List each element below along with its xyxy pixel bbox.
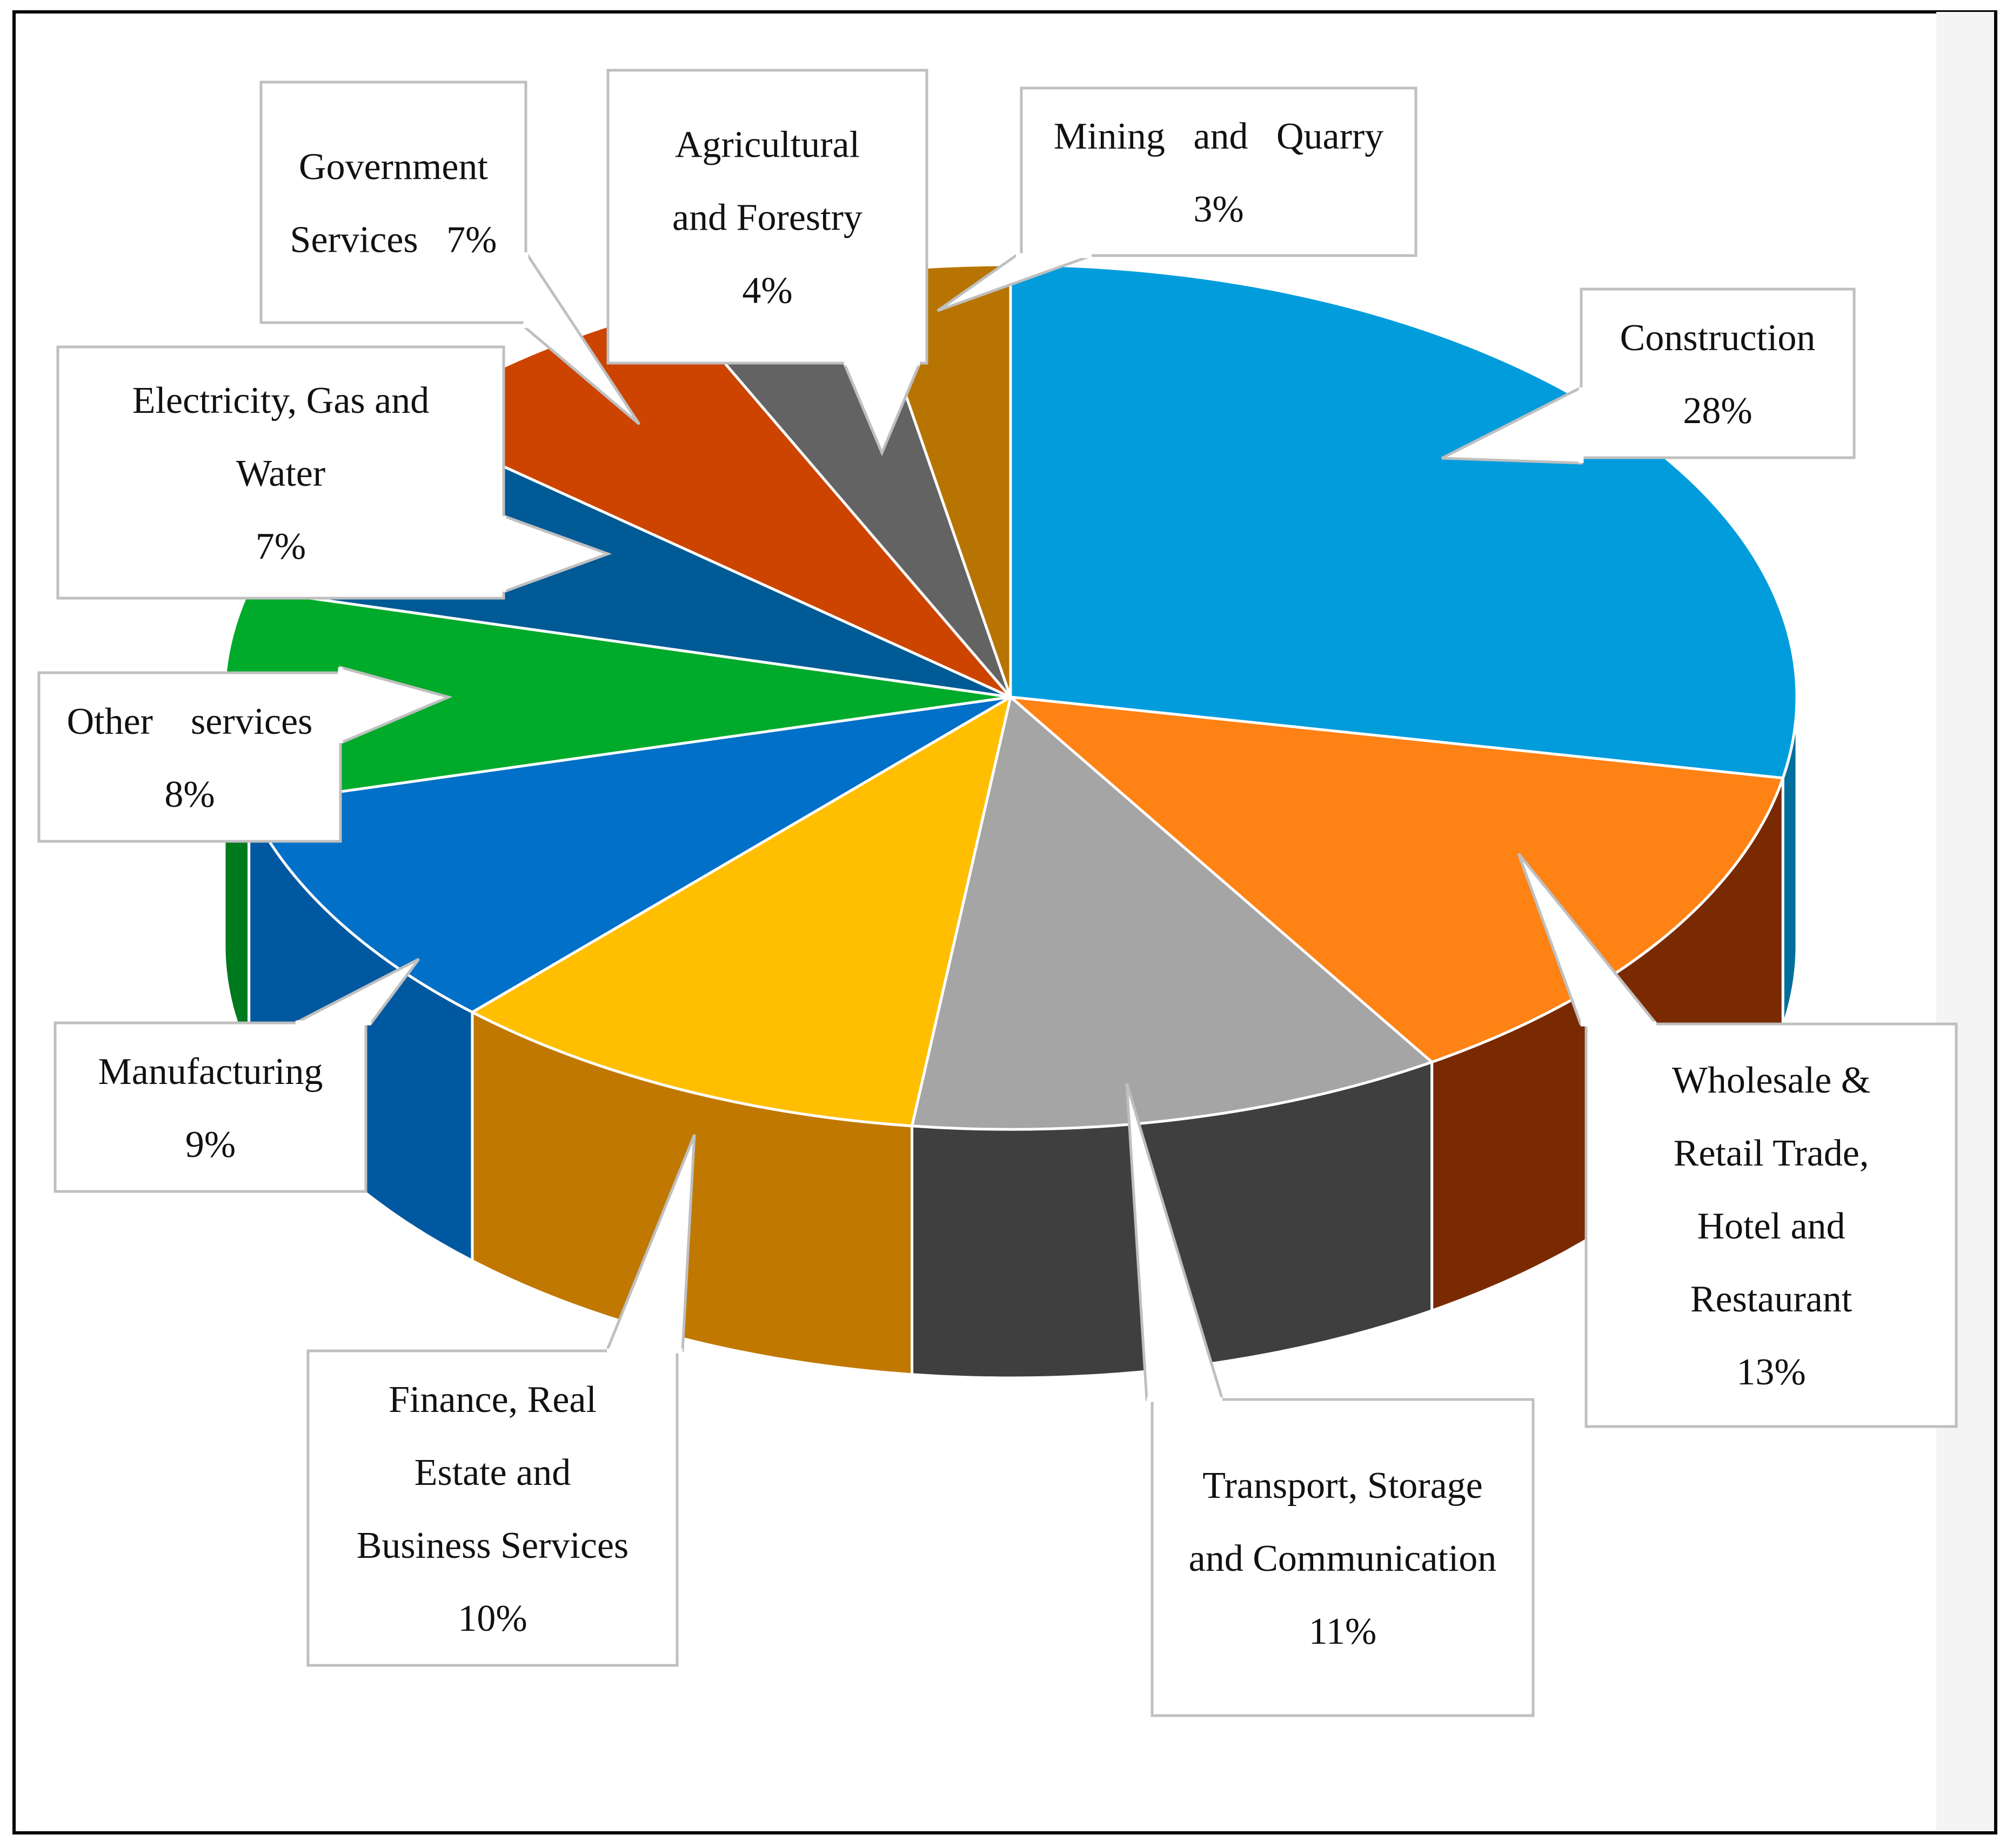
slice-category-label: Restaurant (1690, 1278, 1853, 1320)
slice-percent-label: 13% (1736, 1351, 1805, 1393)
callout-manufacturing: Manufacturing 9% (53, 958, 420, 1193)
callout-transport: Transport, Storage and Communication 11% (1125, 1083, 1535, 1717)
slice-percent-label: 10% (458, 1598, 527, 1639)
callout-box (606, 69, 928, 365)
slice-category-label: and Communication (1189, 1538, 1497, 1579)
callout-agricultural: Agricultural and Forestry 4% (606, 69, 928, 457)
slice-category-label: Other services (67, 701, 313, 742)
slice-percent-label: 3% (1193, 189, 1243, 230)
callout-box (259, 81, 527, 324)
callout-box (37, 671, 342, 843)
callout-box (1020, 86, 1417, 257)
callout-finance: Finance, Real Estate and Business Services… (306, 1134, 696, 1667)
callout-box (1584, 1022, 1958, 1428)
slice-category-label: Wholesale & (1672, 1060, 1870, 1101)
slice-category-label: Transport, Storage (1202, 1465, 1483, 1506)
callout-mining: Mining and Quarry 3% (937, 86, 1417, 312)
slice-percent-label: 9% (185, 1124, 236, 1166)
slice-category-label: Water (236, 453, 325, 494)
slice-category-label: Agricultural (675, 124, 860, 166)
callout-box (56, 345, 505, 600)
slice-category-label: Government (299, 146, 488, 188)
slice-category-label: Hotel and (1697, 1206, 1845, 1247)
callout-box (1580, 287, 1856, 459)
slice-category-label: Business Services (357, 1525, 629, 1566)
slice-percent-label: Services 7% (290, 219, 497, 261)
slice-percent-label: 4% (742, 270, 792, 312)
slice-category-label: and Forestry (672, 197, 862, 239)
callout-wholesale: Wholesale & Retail Trade, Hotel and Restaur… (1517, 853, 1958, 1428)
slice-percent-label: 8% (164, 774, 215, 815)
slice-category-label: Manufacturing (98, 1051, 323, 1093)
callout-electricity: Electricity, Gas and Water 7% (56, 345, 612, 600)
slice-transport (911, 695, 1434, 1131)
callout-box (306, 1349, 679, 1667)
callouts: Construction 28% Wholesale & Retail Trade, H… (37, 69, 1958, 1717)
slice-finance (471, 695, 1012, 1128)
slice-category-label: Electricity, Gas and (132, 380, 429, 421)
slice-percent-label: 7% (256, 526, 306, 567)
slice-percent-label: 11% (1309, 1611, 1377, 1652)
slice-percent-label: 28% (1683, 390, 1752, 432)
callout-box (1151, 1398, 1535, 1717)
slice-category-label: Finance, Real (389, 1379, 597, 1421)
callout-government: Government Services 7% (259, 81, 641, 425)
slice-category-label: Estate and (414, 1452, 571, 1494)
right-margin-strip (1936, 12, 1994, 1831)
callout-box (53, 1021, 367, 1193)
callout-construction: Construction 28% (1441, 287, 1856, 465)
callout-other: Other services 8% (37, 665, 453, 843)
slice-category-label: Construction (1620, 317, 1816, 359)
slice-category-label: Retail Trade, (1674, 1133, 1869, 1174)
slice-category-label: Mining and Quarry (1054, 116, 1383, 157)
